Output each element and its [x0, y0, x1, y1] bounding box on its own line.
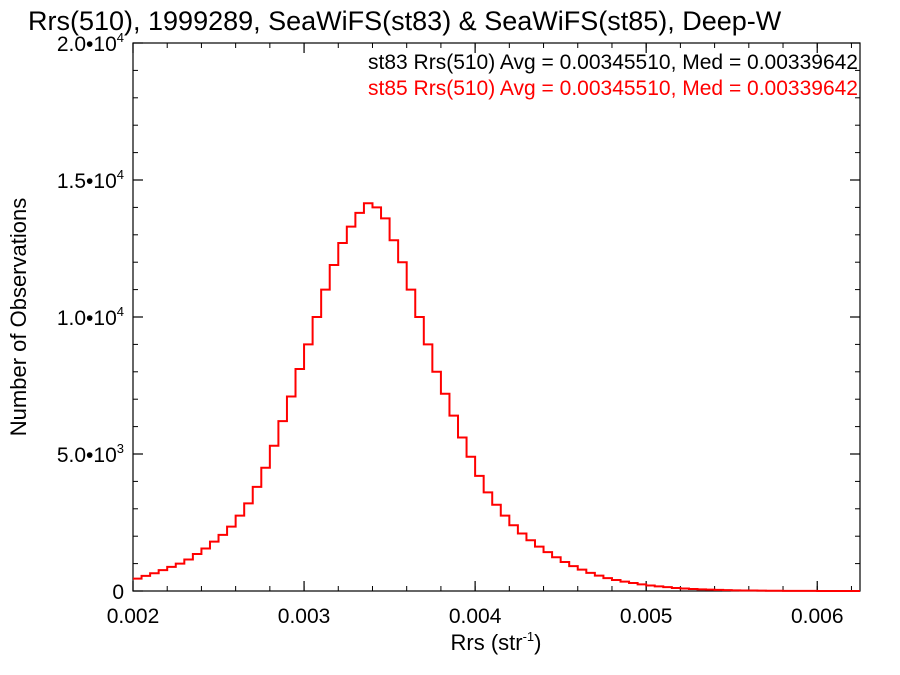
x-tick-label: 0.005	[620, 605, 673, 628]
x-axis-label: Rrs (str-1)	[451, 629, 542, 655]
y-tick-label: 2.0•104	[57, 30, 124, 56]
y-tick-label: 0	[112, 581, 124, 604]
annotations: st83 Rrs(510) Avg = 0.00345510, Med = 0.…	[368, 51, 858, 100]
y-tick-label: 5.0•103	[57, 441, 124, 467]
series-layer	[133, 202, 860, 592]
y-axis-label: Number of Observations	[6, 198, 31, 436]
x-tick-label: 0.003	[278, 605, 331, 628]
x-tick-label: 0.006	[791, 605, 844, 628]
y-tick-label: 1.5•104	[57, 167, 124, 193]
y-axis: 0 5.0•103 1.0•104 1.5•104 2.0•104	[57, 30, 860, 604]
annotation-text: st83 Rrs(510) Avg = 0.00345510, Med = 0.…	[368, 51, 858, 74]
y-tick-label: 1.0•104	[57, 304, 124, 330]
x-tick-label: 0.002	[107, 605, 160, 628]
annotation-text: st85 Rrs(510) Avg = 0.00345510, Med = 0.…	[368, 77, 858, 100]
x-tick-label: 0.004	[449, 605, 502, 628]
series-line-st85	[133, 202, 860, 592]
x-axis: 0.002 0.003 0.004 0.005 0.006	[107, 43, 852, 628]
chart-title: Rrs(510), 1999289, SeaWiFS(st83) & SeaWi…	[28, 6, 782, 36]
